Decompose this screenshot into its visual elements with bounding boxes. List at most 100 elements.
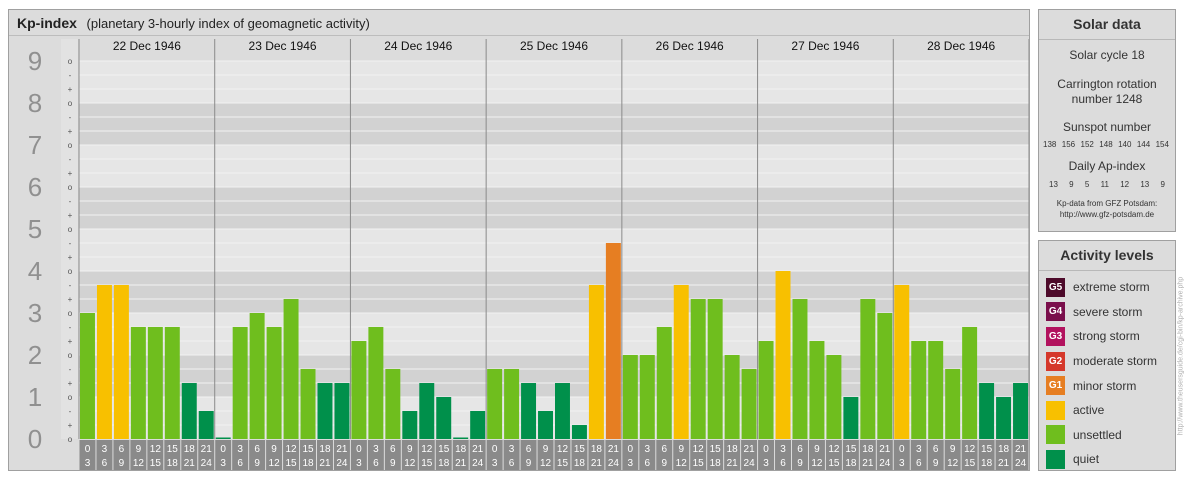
kp-axis-label-1: 1 <box>28 382 42 412</box>
interval-start-2-1: 3 <box>373 444 379 455</box>
solar-data-title: Solar data <box>1039 10 1175 40</box>
interval-box-2-2 <box>384 440 401 470</box>
interval-box-0-3 <box>130 440 147 470</box>
interval-end-1-4: 15 <box>285 458 297 469</box>
activity-label-0: extreme storm <box>1073 280 1150 295</box>
activity-swatch-6 <box>1046 425 1065 445</box>
ap-label: Daily Ap-index <box>1068 159 1146 173</box>
interval-end-1-3: 12 <box>269 458 281 469</box>
kp-bar-2-6 <box>453 437 469 439</box>
kp-bar-3-6 <box>588 284 604 439</box>
interval-end-2-4: 15 <box>421 458 433 469</box>
interval-end-6-2: 9 <box>933 458 939 469</box>
activity-level-5: active <box>1039 398 1175 423</box>
kp-bar-5-7 <box>877 313 893 439</box>
kp-bar-2-1 <box>368 326 384 439</box>
kp-bar-5-2 <box>792 299 808 439</box>
day-label-4: 26 Dec 1946 <box>656 39 724 53</box>
interval-box-1-0 <box>215 440 232 470</box>
kp-subtick-13: + <box>68 253 73 262</box>
day-label-2: 24 Dec 1946 <box>384 39 452 53</box>
interval-start-3-0: 0 <box>492 444 498 455</box>
interval-start-1-3: 9 <box>271 444 277 455</box>
kp-bar-0-7 <box>198 410 214 439</box>
kp-bar-3-4 <box>555 383 570 439</box>
interval-box-0-5 <box>164 440 181 470</box>
activity-level-3: G2 moderate storm <box>1039 349 1175 374</box>
interval-box-0-6 <box>181 440 198 470</box>
kp-bar-6-7 <box>1013 383 1028 439</box>
interval-box-4-0 <box>622 440 639 470</box>
kp-bar-3-1 <box>504 368 520 439</box>
kp-band-7 <box>79 103 1029 145</box>
interval-end-6-5: 18 <box>981 458 993 469</box>
interval-start-6-4: 12 <box>964 444 976 455</box>
interval-end-4-2: 9 <box>661 458 667 469</box>
interval-end-0-6: 21 <box>184 458 196 469</box>
ap-value-0: 13 <box>1049 180 1058 189</box>
interval-box-0-4 <box>147 440 164 470</box>
kp-axis-label-7: 7 <box>28 130 42 160</box>
interval-box-4-1 <box>639 440 656 470</box>
ap-value-6: 9 <box>1160 180 1165 189</box>
activity-label-7: quiet <box>1073 452 1100 467</box>
interval-start-0-4: 12 <box>150 444 162 455</box>
interval-start-4-1: 3 <box>645 444 651 455</box>
activity-swatch-1: G4 <box>1046 302 1065 322</box>
interval-end-0-3: 12 <box>133 458 145 469</box>
interval-box-1-3 <box>266 440 283 470</box>
interval-start-3-4: 12 <box>557 444 569 455</box>
kp-axis-label-2: 2 <box>28 340 42 370</box>
interval-box-3-3 <box>537 440 554 470</box>
interval-start-3-7: 21 <box>608 444 620 455</box>
interval-start-2-3: 9 <box>407 444 413 455</box>
interval-box-6-0 <box>893 440 910 470</box>
activity-swatch-3: G2 <box>1046 351 1065 371</box>
interval-start-1-5: 15 <box>302 444 314 455</box>
interval-start-0-2: 6 <box>119 444 125 455</box>
ap-values: 13 9 5 11 12 13 9 <box>1039 180 1175 189</box>
interval-box-1-1 <box>232 440 249 470</box>
interval-box-1-7 <box>333 440 350 470</box>
kp-bar-4-2 <box>656 326 672 439</box>
sunspot-value-1: 156 <box>1061 140 1076 149</box>
kp-bar-4-4 <box>690 299 706 439</box>
interval-box-5-2 <box>792 440 808 470</box>
interval-start-5-2: 6 <box>797 444 803 455</box>
kp-bar-2-4 <box>419 383 435 439</box>
interval-box-0-2 <box>113 440 130 470</box>
interval-start-5-1: 3 <box>780 444 786 455</box>
interval-end-5-7: 24 <box>879 458 891 469</box>
kp-axis-label-4: 4 <box>28 256 42 286</box>
activity-swatch-4: G1 <box>1046 376 1065 396</box>
interval-start-0-0: 0 <box>85 444 91 455</box>
solar-data-panel: Solar data Solar cycle 18 Carrington rot… <box>1038 9 1176 232</box>
interval-start-4-0: 0 <box>628 444 634 455</box>
kp-bar-5-3 <box>809 341 825 439</box>
carrington-line-2: number 1248 <box>1071 92 1143 106</box>
interval-start-0-1: 3 <box>102 444 108 455</box>
interval-box-0-0 <box>79 440 96 470</box>
kp-bar-4-5 <box>707 299 723 439</box>
interval-start-6-5: 15 <box>981 444 993 455</box>
activity-label-6: unsettled <box>1073 427 1122 442</box>
interval-start-1-6: 18 <box>319 444 331 455</box>
kp-subtick-14: - <box>69 239 72 248</box>
interval-end-4-3: 12 <box>676 458 688 469</box>
kp-bar-5-4 <box>826 355 842 439</box>
interval-start-2-4: 12 <box>421 444 433 455</box>
day-label-1: 23 Dec 1946 <box>249 39 317 53</box>
interval-end-0-5: 18 <box>167 458 179 469</box>
interval-start-1-1: 3 <box>237 444 243 455</box>
chart-subtitle: (planetary 3-hourly index of geomagnetic… <box>86 16 370 31</box>
kp-bar-0-2 <box>113 284 129 439</box>
interval-start-6-2: 6 <box>933 444 939 455</box>
kp-bar-0-3 <box>130 326 146 439</box>
interval-end-0-2: 9 <box>119 458 125 469</box>
interval-box-1-6 <box>317 440 333 470</box>
kp-subtick-10: + <box>68 295 73 304</box>
activity-level-4: G1 minor storm <box>1039 373 1175 398</box>
interval-start-3-5: 15 <box>574 444 586 455</box>
interval-box-3-1 <box>503 440 520 470</box>
interval-end-6-3: 12 <box>947 458 959 469</box>
